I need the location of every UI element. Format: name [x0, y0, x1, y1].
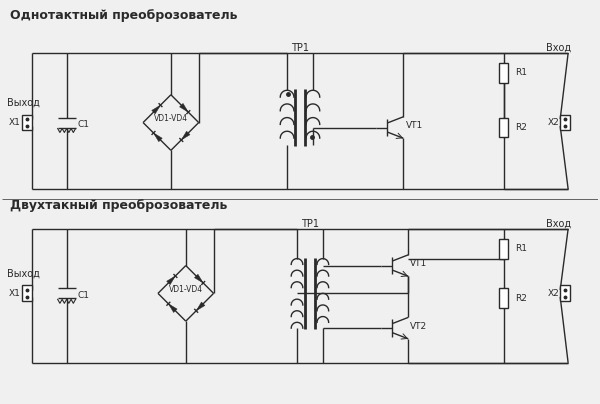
Polygon shape — [152, 105, 161, 114]
Text: Выход: Выход — [7, 98, 40, 108]
Text: Двухтакный преоброзователь: Двухтакный преоброзователь — [10, 200, 227, 213]
Text: C1: C1 — [77, 291, 89, 300]
Polygon shape — [179, 103, 188, 112]
Text: Выход: Выход — [7, 269, 40, 278]
Text: Вход: Вход — [546, 43, 571, 53]
Bar — [499, 63, 508, 83]
Text: VT2: VT2 — [410, 322, 427, 330]
Text: TP1: TP1 — [301, 219, 319, 229]
Polygon shape — [167, 276, 175, 285]
Text: Однотактный преоброзователь: Однотактный преоброзователь — [10, 9, 238, 22]
Text: R2: R2 — [515, 294, 527, 303]
Text: R2: R2 — [515, 123, 527, 132]
Polygon shape — [196, 302, 205, 311]
Polygon shape — [181, 131, 190, 140]
Text: VT1: VT1 — [406, 121, 424, 130]
Polygon shape — [194, 274, 203, 283]
Bar — [560, 115, 570, 130]
Bar — [499, 118, 508, 137]
Text: C1: C1 — [77, 120, 89, 129]
Bar — [499, 288, 508, 308]
Text: X1: X1 — [9, 289, 21, 298]
Bar — [22, 115, 32, 130]
Text: Вход: Вход — [546, 219, 571, 229]
Polygon shape — [154, 133, 162, 142]
Bar — [22, 285, 32, 301]
Text: X2: X2 — [547, 118, 559, 127]
Text: R1: R1 — [515, 244, 527, 253]
Text: VD1-VD4: VD1-VD4 — [169, 285, 203, 294]
Bar — [499, 239, 508, 259]
Text: VD1-VD4: VD1-VD4 — [154, 114, 188, 123]
Text: X1: X1 — [9, 118, 21, 127]
Bar — [560, 285, 570, 301]
Text: X2: X2 — [547, 289, 559, 298]
Text: TP1: TP1 — [291, 43, 309, 53]
Text: R1: R1 — [515, 68, 527, 78]
Text: VT1: VT1 — [410, 259, 427, 268]
Polygon shape — [169, 304, 177, 313]
